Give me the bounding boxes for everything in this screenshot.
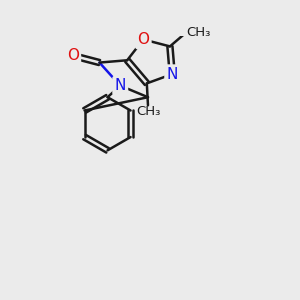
Text: CH₃: CH₃ (136, 105, 160, 118)
Text: O: O (67, 48, 79, 63)
Text: CH₃: CH₃ (186, 26, 211, 39)
Text: O: O (137, 32, 149, 47)
Text: N: N (167, 67, 178, 82)
Text: N: N (115, 78, 126, 93)
